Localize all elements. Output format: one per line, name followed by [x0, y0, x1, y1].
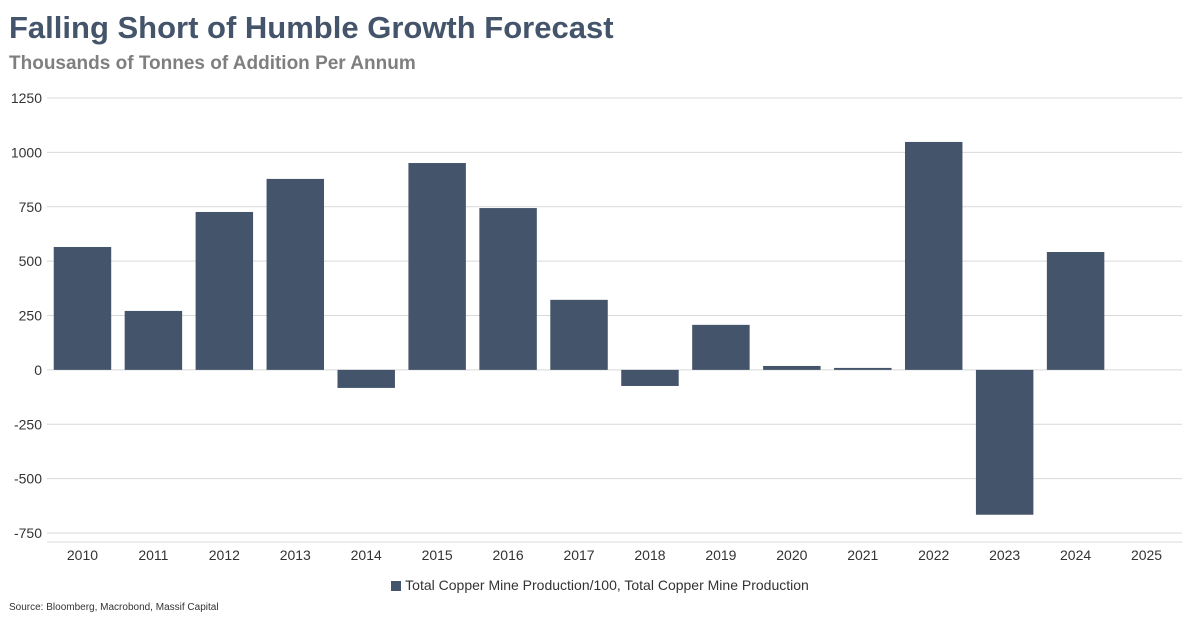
- bar-2012: [195, 211, 254, 370]
- bar-2019: [692, 324, 750, 370]
- bar-2013: [266, 178, 325, 370]
- bar-2024: [1046, 251, 1105, 370]
- x-tick-label: 2017: [563, 547, 594, 563]
- x-tick-label: 2018: [634, 547, 665, 563]
- y-tick-label: -250: [14, 416, 42, 432]
- x-tick-label: 2012: [209, 547, 240, 563]
- x-tick-label: 2010: [67, 547, 98, 563]
- bar-2016: [479, 208, 537, 370]
- x-tick-label: 2022: [918, 547, 949, 563]
- legend-swatch: [391, 581, 402, 591]
- x-tick-label: 2021: [847, 547, 878, 563]
- x-tick-label: 2014: [351, 547, 382, 563]
- bar-2018: [621, 369, 679, 386]
- x-tick-label: 2020: [776, 547, 807, 563]
- bar-2023: [975, 369, 1034, 515]
- x-tick-label: 2025: [1131, 547, 1162, 563]
- legend-label: Total Copper Mine Production/100, Total …: [405, 577, 809, 593]
- bar-2017: [550, 299, 608, 370]
- y-tick-label: 1000: [11, 144, 42, 160]
- chart-subtitle: Thousands of Tonnes of Addition Per Annu…: [9, 53, 416, 74]
- x-tick-label: 2015: [422, 547, 453, 563]
- bar-2015: [408, 163, 466, 370]
- bar-2020: [763, 365, 821, 370]
- y-tick-label: 0: [34, 362, 42, 378]
- bar-2022: [904, 141, 963, 370]
- source-note: Source: Bloomberg, Macrobond, Massif Cap…: [9, 602, 219, 613]
- chart-title: Falling Short of Humble Growth Forecast: [9, 10, 614, 45]
- bar-2021: [834, 367, 892, 370]
- x-tick-label: 2016: [493, 547, 524, 563]
- y-tick-label: -750: [14, 525, 42, 541]
- y-tick-label: 750: [19, 199, 43, 215]
- x-tick-label: 2011: [138, 547, 168, 563]
- x-tick-label: 2024: [1060, 547, 1091, 563]
- bar-2010: [53, 246, 112, 370]
- x-tick-label: 2023: [989, 547, 1020, 563]
- bar-2014: [337, 369, 395, 388]
- bar-2011: [124, 310, 183, 370]
- y-tick-label: 500: [19, 253, 43, 269]
- y-tick-label: -500: [14, 471, 42, 487]
- y-tick-label: 1250: [11, 90, 42, 106]
- x-tick-label: 2019: [705, 547, 736, 563]
- x-tick-label: 2013: [280, 547, 311, 563]
- legend: Total Copper Mine Production/100, Total …: [0, 577, 1200, 593]
- y-tick-label: 250: [19, 308, 43, 324]
